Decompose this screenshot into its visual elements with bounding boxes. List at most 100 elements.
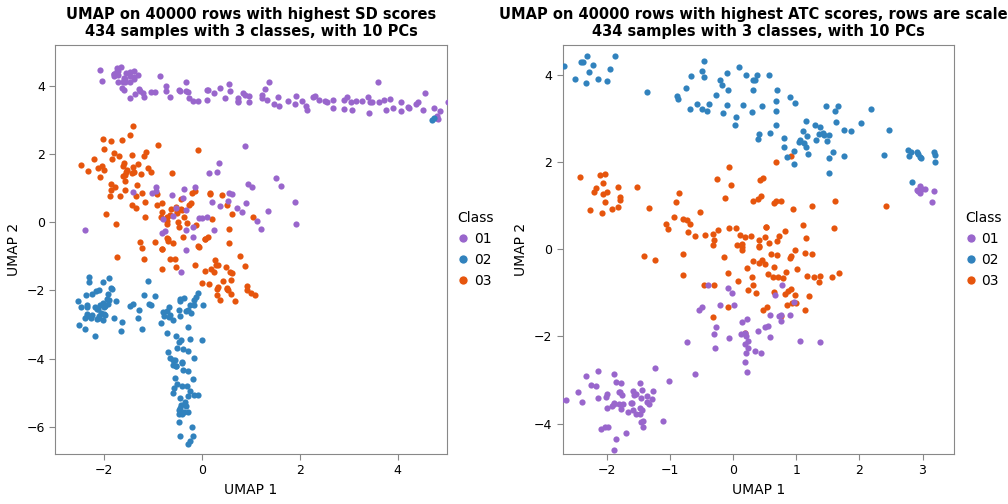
Point bbox=[175, 213, 192, 221]
Point bbox=[720, 86, 736, 94]
Point bbox=[782, 310, 798, 319]
Point bbox=[179, 219, 196, 227]
Point bbox=[747, 347, 763, 355]
Point bbox=[745, 197, 761, 205]
Point bbox=[594, 209, 610, 217]
Point bbox=[71, 322, 87, 330]
Point bbox=[142, 88, 158, 96]
Point bbox=[207, 89, 223, 97]
Point bbox=[826, 148, 842, 156]
Point bbox=[695, 67, 711, 75]
Point bbox=[230, 97, 246, 105]
Point bbox=[162, 205, 178, 213]
Point bbox=[752, 176, 768, 184]
Point bbox=[735, 101, 751, 109]
Point bbox=[876, 151, 892, 159]
Point bbox=[733, 330, 749, 338]
Point bbox=[88, 287, 104, 295]
Point bbox=[384, 104, 400, 112]
Point bbox=[926, 158, 942, 166]
Point bbox=[103, 138, 119, 146]
Point bbox=[762, 130, 778, 138]
Point bbox=[172, 404, 188, 412]
Point bbox=[729, 113, 745, 121]
Point bbox=[727, 121, 743, 129]
Point bbox=[753, 349, 769, 357]
Point bbox=[98, 210, 114, 218]
Point bbox=[612, 196, 628, 204]
Point bbox=[173, 358, 190, 366]
Point bbox=[92, 66, 108, 74]
Point bbox=[106, 70, 122, 78]
Point bbox=[593, 171, 609, 179]
Point bbox=[410, 98, 426, 106]
Point bbox=[744, 273, 760, 281]
Point bbox=[719, 70, 735, 78]
Point bbox=[831, 269, 847, 277]
Point bbox=[912, 182, 928, 191]
Point bbox=[773, 311, 789, 319]
Point bbox=[152, 72, 168, 80]
Point bbox=[721, 163, 737, 171]
Point bbox=[91, 311, 107, 320]
Point bbox=[599, 188, 615, 196]
Point bbox=[158, 213, 174, 221]
Point bbox=[93, 309, 109, 317]
Legend: 01, 02, 03: 01, 02, 03 bbox=[965, 211, 1001, 288]
Point bbox=[176, 408, 193, 416]
Point bbox=[182, 199, 199, 207]
Point bbox=[82, 274, 98, 282]
Point bbox=[738, 233, 754, 241]
Point bbox=[77, 314, 93, 322]
Point bbox=[154, 199, 170, 207]
Point bbox=[77, 325, 93, 333]
Point bbox=[170, 86, 186, 94]
Point bbox=[165, 389, 181, 397]
Point bbox=[787, 299, 803, 307]
Point bbox=[712, 301, 728, 309]
Point bbox=[122, 302, 138, 310]
Point bbox=[795, 221, 811, 229]
Point bbox=[125, 187, 141, 196]
Point bbox=[647, 256, 663, 264]
Point bbox=[719, 101, 735, 109]
Point bbox=[678, 84, 695, 92]
Point bbox=[190, 288, 206, 296]
Point bbox=[632, 379, 648, 387]
Point bbox=[828, 107, 844, 115]
Point bbox=[609, 377, 625, 386]
Point bbox=[737, 329, 753, 337]
Point bbox=[106, 149, 122, 157]
Point bbox=[687, 369, 704, 377]
Point bbox=[620, 408, 636, 416]
Point bbox=[768, 107, 784, 115]
Point bbox=[160, 237, 176, 245]
Point bbox=[745, 281, 761, 289]
Point bbox=[812, 339, 829, 347]
Point bbox=[165, 384, 181, 392]
Point bbox=[426, 104, 443, 112]
Point bbox=[305, 93, 322, 101]
Point bbox=[185, 391, 202, 399]
Point bbox=[187, 293, 204, 301]
Point bbox=[827, 197, 843, 205]
Point bbox=[354, 97, 370, 105]
Y-axis label: UMAP 2: UMAP 2 bbox=[514, 223, 528, 276]
Point bbox=[115, 162, 131, 170]
Point bbox=[110, 78, 126, 86]
Point bbox=[210, 283, 226, 291]
Point bbox=[109, 67, 125, 75]
Point bbox=[611, 388, 627, 396]
Point bbox=[751, 236, 767, 244]
Point bbox=[612, 193, 628, 201]
Point bbox=[747, 76, 763, 84]
Point bbox=[159, 235, 175, 243]
Point bbox=[635, 423, 651, 431]
Point bbox=[168, 362, 184, 370]
Point bbox=[184, 375, 201, 383]
Point bbox=[170, 306, 186, 314]
Point bbox=[758, 223, 774, 231]
Point bbox=[167, 332, 183, 340]
Point bbox=[881, 125, 897, 134]
Point bbox=[159, 307, 175, 315]
